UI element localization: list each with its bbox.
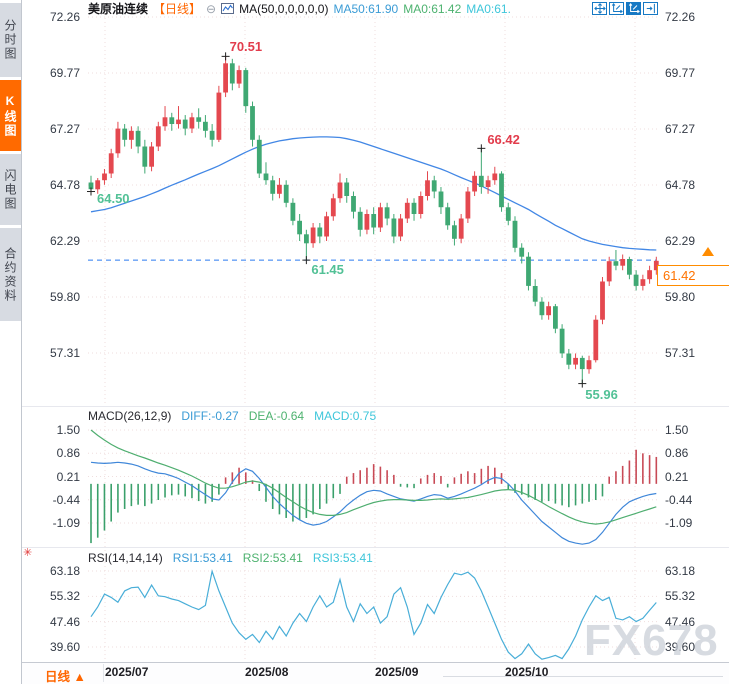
rsi-axis-right: 47.46 xyxy=(665,614,696,629)
sidebar-tab-flash-chart[interactable]: 闪电图 xyxy=(0,154,21,225)
rsi-axis-left: 55.32 xyxy=(49,589,80,604)
indicator-settings-icon[interactable]: ✳ xyxy=(23,547,33,559)
price-marker: 55.96 xyxy=(585,386,618,402)
macd-diff-value: DIFF:-0.27 xyxy=(181,409,239,423)
period-badge: 【日线】 xyxy=(153,2,202,16)
ma0-value-1: MA0:61.42 xyxy=(403,1,462,16)
chart-header: 美原油连续 【日线】 ⊖ MA(50,0,0,0,0,0) MA50:61.90… xyxy=(88,1,511,17)
rsi-title: RSI(14,14,14) xyxy=(88,551,163,565)
price-marker: 66.42 xyxy=(487,132,520,148)
macd-axis-left: 0.86 xyxy=(56,446,80,461)
rsi-axis-right: 39.60 xyxy=(665,639,696,654)
rsi-axis-right: 63.18 xyxy=(665,564,696,578)
macd-axis-right: 0.86 xyxy=(665,446,689,461)
rsi-axis-left: 63.18 xyxy=(49,564,80,578)
rsi-axis-right: 55.32 xyxy=(665,589,696,604)
rsi1-value: RSI1:53.41 xyxy=(172,551,233,565)
price-marker: 64.50 xyxy=(97,190,130,206)
price-axis-right: 69.77 xyxy=(665,66,696,80)
price-axis-left: 59.80 xyxy=(49,290,80,304)
date-label: 2025/09 xyxy=(375,665,419,679)
price-axis-left: 62.29 xyxy=(49,234,80,248)
rsi2-value: RSI2:53.41 xyxy=(242,551,303,565)
chart-canvas[interactable] xyxy=(0,0,729,662)
macd-header: MACD(26,12,9) DIFF:-0.27 DEA:-0.64 MACD:… xyxy=(88,409,376,423)
macd-dea-value: DEA:-0.64 xyxy=(248,409,305,423)
sidebar-tab-time-chart[interactable]: 分时图 xyxy=(0,3,21,77)
sidebar-tab-contract-info[interactable]: 合约资料 xyxy=(0,228,21,321)
ma50-value: MA50:61.90 xyxy=(333,1,399,16)
macd-axis-right: 1.50 xyxy=(665,423,689,437)
macd-axis-left: 1.50 xyxy=(56,423,80,437)
price-marker: 61.45 xyxy=(311,262,344,278)
price-axis-right: 57.31 xyxy=(665,346,696,360)
pane-divider xyxy=(22,547,729,548)
price-axis-left: 57.31 xyxy=(49,346,80,360)
price-axis-right: 72.26 xyxy=(665,10,696,24)
rsi-axis-left: 39.60 xyxy=(49,639,80,654)
price-axis-right: 62.29 xyxy=(665,234,696,248)
shift-right-icon[interactable] xyxy=(643,2,658,15)
instrument-name: 美原油连续 xyxy=(88,2,149,16)
chart-toolbar xyxy=(592,2,658,15)
axis-scale-active-icon[interactable] xyxy=(626,2,641,15)
sidebar: 分时图 K线图 闪电图 合约资料 xyxy=(0,0,22,684)
collapse-icon[interactable]: ⊖ xyxy=(206,1,217,16)
macd-title: MACD(26,12,9) xyxy=(88,409,172,423)
macd-axis-left: -0.44 xyxy=(52,492,80,507)
bottom-bar xyxy=(0,662,729,684)
macd-value: MACD:0.75 xyxy=(314,409,377,423)
price-axis-right: 67.27 xyxy=(665,122,696,136)
rsi3-value: RSI3:53.41 xyxy=(312,551,373,565)
macd-axis-right: 0.21 xyxy=(665,469,689,484)
price-axis-left: 69.77 xyxy=(49,66,80,80)
price-axis-right: 64.78 xyxy=(665,178,696,192)
date-label: 2025/10 xyxy=(505,665,549,679)
price-axis-right: 59.80 xyxy=(665,290,696,304)
date-label: 2025/07 xyxy=(105,665,149,679)
macd-axis-right: -1.09 xyxy=(665,516,693,530)
pane-divider xyxy=(22,406,729,407)
macd-axis-left: -1.09 xyxy=(52,516,80,530)
price-up-arrow-icon xyxy=(702,247,714,256)
axis-scale-icon[interactable] xyxy=(609,2,624,15)
sidebar-tab-kline-chart[interactable]: K线图 xyxy=(0,80,21,151)
rsi-axis-left: 47.46 xyxy=(49,614,80,629)
price-axis-left: 64.78 xyxy=(49,178,80,192)
period-selector[interactable]: 日线 ▲ xyxy=(45,670,86,684)
macd-axis-right: -0.44 xyxy=(665,492,693,507)
macd-axis-left: 0.21 xyxy=(56,469,80,484)
crosshair-move-icon[interactable] xyxy=(592,2,607,15)
indicator-chart-icon[interactable] xyxy=(221,3,235,14)
ma-formula: MA(50,0,0,0,0,0) xyxy=(239,1,329,16)
rsi-header: RSI(14,14,14) RSI1:53.41 RSI2:53.41 RSI3… xyxy=(88,551,373,565)
horizontal-scrollbar[interactable] xyxy=(443,676,723,677)
ma0-value-2: MA0:61. xyxy=(466,1,511,16)
current-price-badge: 61.42 xyxy=(657,265,729,286)
price-axis-left: 72.26 xyxy=(49,10,80,24)
price-marker: 70.51 xyxy=(229,39,263,55)
bottom-bar-divider xyxy=(103,664,104,682)
date-label: 2025/08 xyxy=(245,665,289,679)
price-axis-left: 67.27 xyxy=(49,122,80,136)
